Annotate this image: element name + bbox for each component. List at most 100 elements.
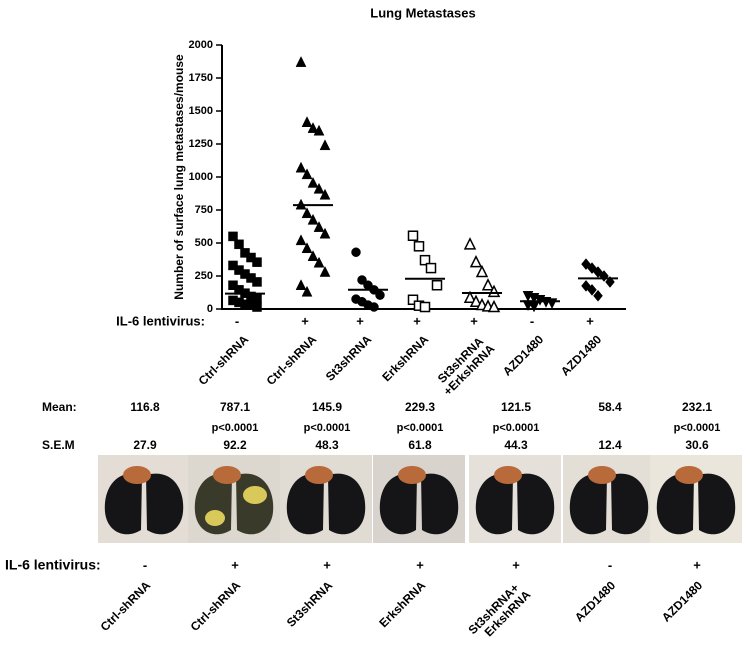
factor-level: +	[416, 557, 424, 572]
data-point	[425, 262, 437, 274]
data-point	[587, 283, 597, 296]
mean-value: 232.1	[682, 400, 712, 414]
data-point	[295, 279, 307, 290]
data-point	[375, 290, 385, 300]
mean-value: 121.5	[501, 400, 531, 414]
data-point	[413, 241, 425, 252]
heart	[494, 466, 522, 484]
x-tick-label: AZD1480	[558, 332, 604, 378]
factor-level: +	[356, 313, 364, 328]
photo-label: Ctrl-shRNA	[188, 578, 244, 634]
mean-value: 229.3	[405, 400, 435, 414]
data-point	[307, 122, 319, 133]
y-axis-label: Number of surface lung metastases/mouse	[172, 54, 186, 300]
data-point	[301, 116, 313, 127]
factor-level: +	[586, 313, 594, 328]
x-tick-label: Ctrl-shRNA	[264, 332, 320, 388]
sem-value: 30.6	[685, 438, 709, 452]
sem-value: 48.3	[315, 438, 339, 452]
data-point	[319, 265, 331, 277]
data-point	[419, 254, 431, 266]
data-point	[295, 161, 307, 173]
photo-label: AZD1480	[572, 578, 618, 624]
y-tick-label: 250	[195, 270, 213, 282]
factor-level: +	[413, 313, 421, 328]
sem-value: 27.9	[133, 438, 157, 452]
data-point	[546, 298, 558, 310]
factor-level: +	[470, 313, 478, 328]
data-point	[463, 237, 477, 250]
data-point	[407, 294, 419, 306]
sem-value: 44.3	[504, 438, 528, 452]
lung	[286, 473, 324, 535]
mean-value: 58.4	[598, 400, 622, 414]
y-tick-label: 2000	[189, 39, 213, 51]
p-value: p<0.0001	[212, 422, 259, 434]
data-point	[313, 124, 325, 136]
lesion	[205, 510, 225, 526]
factor-label: IL-6 lentivirus:	[5, 557, 101, 573]
data-point	[313, 221, 325, 232]
factor-level: -	[235, 313, 239, 328]
data-point	[475, 264, 489, 278]
data-point	[228, 231, 238, 242]
data-point	[313, 182, 325, 194]
data-point	[481, 278, 495, 291]
lung	[146, 473, 184, 535]
data-point	[307, 176, 319, 188]
lesion	[243, 486, 267, 504]
factor-level: -	[530, 313, 534, 328]
p-value: p<0.0001	[674, 422, 721, 434]
data-point	[528, 301, 540, 313]
factor-level: +	[231, 557, 239, 572]
factor-label: IL-6 lentivirus:	[116, 313, 205, 328]
y-tick-label: 1250	[189, 138, 213, 150]
data-point	[469, 254, 483, 268]
data-point	[469, 294, 483, 307]
data-point	[307, 213, 319, 225]
data-point	[463, 290, 477, 304]
data-point	[301, 168, 313, 180]
factor-level: +	[693, 557, 701, 572]
x-tick-label: ErkshRNA	[379, 332, 431, 384]
data-point	[369, 302, 379, 312]
data-point	[357, 275, 367, 285]
data-point	[431, 279, 443, 291]
mean-value: 116.8	[130, 400, 160, 414]
lung	[421, 473, 459, 535]
p-value: p<0.0001	[493, 422, 540, 434]
sem-label: S.E.M	[42, 438, 75, 452]
x-tick-label: St3shRNA	[323, 332, 375, 384]
p-value: p<0.0001	[397, 422, 444, 434]
mean-value: 145.9	[312, 400, 342, 414]
mean-label: Mean:	[42, 400, 77, 414]
photo-label: ErkshRNA	[376, 578, 428, 630]
x-tick-label: AZD1480	[500, 332, 546, 378]
photos	[98, 455, 742, 543]
data-point	[319, 227, 331, 239]
factor-level: -	[143, 557, 147, 572]
photo-label: St3shRNA	[284, 578, 336, 630]
lung	[328, 473, 366, 535]
factor-level: +	[323, 557, 331, 572]
factor-level: +	[512, 557, 520, 572]
data-point	[307, 250, 319, 261]
heart	[305, 466, 333, 484]
x-tick-label: Ctrl-shRNA	[196, 332, 252, 388]
lung	[569, 473, 607, 535]
sem-value: 61.8	[408, 438, 432, 452]
lung	[379, 473, 417, 535]
data-point	[419, 301, 431, 313]
mean-value: 787.1	[220, 400, 250, 414]
heart	[588, 466, 616, 484]
lung	[698, 473, 736, 535]
lung	[656, 473, 694, 535]
lung	[517, 473, 555, 535]
y-tick-label: 750	[195, 204, 213, 216]
y-tick-label: 0	[207, 303, 213, 315]
data-point	[351, 247, 361, 257]
heart	[675, 466, 703, 484]
photo-label: St3shRNA+ ErkshRNA	[466, 578, 534, 646]
data-point	[301, 242, 313, 254]
